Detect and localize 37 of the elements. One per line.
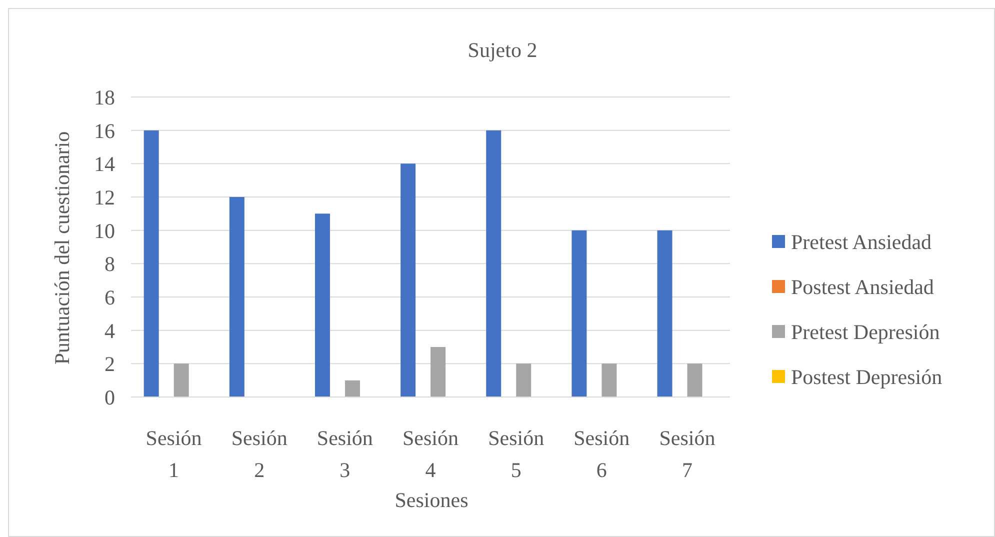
y-tick-label: 0	[104, 385, 115, 410]
bar	[486, 130, 502, 397]
bar	[400, 164, 416, 397]
chart-title: Sujeto 2	[466, 37, 538, 63]
y-axis-title: Puntuación del cuestionario	[50, 131, 74, 365]
y-tick-label: 16	[94, 118, 115, 143]
bar	[229, 197, 244, 397]
y-tick-label: 6	[104, 285, 115, 310]
bar	[174, 364, 189, 397]
bar	[572, 230, 587, 397]
x-tick-label: Sesión 6	[574, 426, 630, 482]
legend-label: Postest Depresión	[791, 364, 942, 388]
bar	[344, 380, 360, 397]
x-tick-label: Sesión 5	[488, 426, 545, 482]
y-tick-label: 2	[104, 352, 115, 376]
legend-label: Postest Ansiedad	[791, 274, 934, 298]
y-tick-label: 4	[104, 318, 116, 343]
y-tick-label: 14	[94, 152, 116, 176]
y-tick-label: 8	[104, 252, 115, 276]
y-tick-label: 18	[94, 85, 115, 110]
x-axis-title: Sesiones	[394, 487, 468, 513]
x-tick-label: Sesión 7	[659, 426, 716, 482]
bar	[144, 130, 159, 397]
y-tick-label: 12	[94, 185, 115, 210]
legend-label: Pretest Ansiedad	[791, 230, 932, 254]
legend-label: Pretest Depresión	[791, 320, 940, 344]
x-tick-label: Sesión 2	[231, 426, 288, 482]
x-tick-label: Sesión 4	[402, 426, 459, 482]
bar	[657, 230, 672, 397]
x-tick-label: Sesión 1	[146, 426, 202, 482]
bar	[430, 347, 446, 397]
x-tick-label: Sesión 3	[316, 426, 374, 482]
y-tick-label: 10	[94, 218, 115, 243]
bar	[687, 364, 702, 397]
bar	[602, 364, 617, 397]
bar	[516, 364, 532, 397]
bar	[314, 214, 330, 397]
